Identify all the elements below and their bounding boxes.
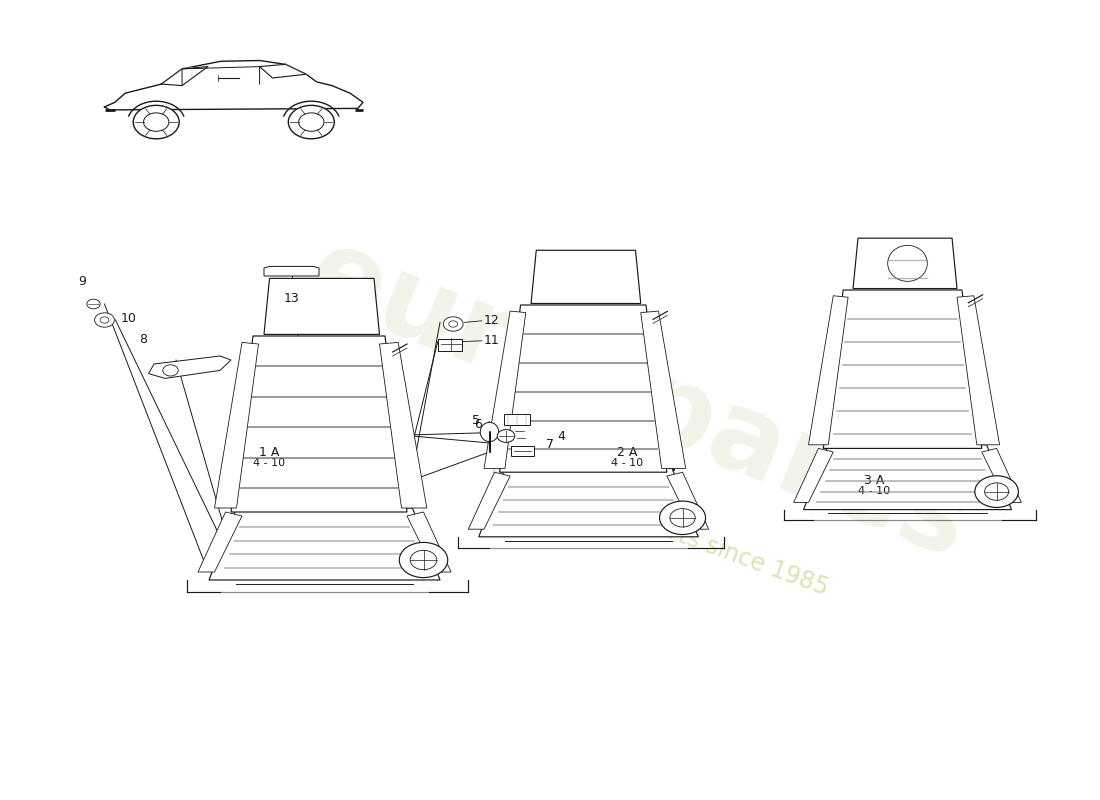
Ellipse shape [888,246,927,282]
Polygon shape [162,66,208,86]
Text: 10: 10 [121,312,136,325]
Circle shape [288,106,334,139]
Polygon shape [484,311,526,469]
Polygon shape [478,469,698,537]
Polygon shape [231,336,407,512]
Text: a passion for parts since 1985: a passion for parts since 1985 [488,456,832,600]
Circle shape [299,113,323,131]
Polygon shape [499,305,667,472]
Circle shape [975,476,1019,507]
Polygon shape [531,250,640,303]
Polygon shape [264,278,380,334]
Polygon shape [481,422,498,442]
Circle shape [497,430,515,442]
Polygon shape [531,250,640,303]
Text: 6: 6 [474,418,483,430]
Text: 4 - 10: 4 - 10 [858,486,891,496]
Polygon shape [957,296,1000,445]
Polygon shape [667,472,708,530]
Polygon shape [231,336,407,512]
Circle shape [410,550,437,570]
Circle shape [163,365,178,376]
Polygon shape [854,238,957,289]
Text: eurospares: eurospares [293,218,983,582]
Polygon shape [803,445,1012,510]
Polygon shape [823,290,981,448]
Circle shape [443,317,463,331]
Text: 4: 4 [557,430,565,442]
Polygon shape [982,448,1021,502]
Circle shape [95,313,114,327]
Circle shape [984,483,1009,500]
Circle shape [87,299,100,309]
Polygon shape [264,278,380,334]
Circle shape [670,509,695,527]
Text: 11: 11 [484,334,499,347]
Polygon shape [104,61,363,110]
Text: 3 A: 3 A [865,474,884,487]
Text: 5: 5 [472,414,481,426]
Polygon shape [260,64,306,78]
Polygon shape [478,469,698,537]
Circle shape [399,542,448,578]
Text: 12: 12 [484,314,499,327]
Polygon shape [148,356,231,378]
Polygon shape [209,508,440,580]
Polygon shape [214,342,258,508]
Bar [504,414,530,425]
Bar [512,446,534,456]
Polygon shape [499,305,667,472]
Circle shape [449,321,458,327]
Polygon shape [198,512,242,572]
Text: 13: 13 [284,292,299,305]
Bar [438,339,462,351]
Circle shape [144,113,168,131]
Polygon shape [469,472,510,530]
Text: 9: 9 [78,275,87,288]
Circle shape [133,106,179,139]
Circle shape [100,317,109,323]
Polygon shape [407,512,451,572]
Polygon shape [264,266,319,276]
Text: 1 A: 1 A [260,446,279,459]
Text: 8: 8 [139,334,147,346]
Polygon shape [640,311,685,469]
Text: 7: 7 [546,438,554,450]
Polygon shape [793,448,833,502]
Text: 4 - 10: 4 - 10 [253,458,286,468]
Polygon shape [379,342,427,508]
Circle shape [660,501,705,534]
Polygon shape [209,508,440,580]
Polygon shape [808,296,848,445]
Text: 2 A: 2 A [617,446,637,459]
Text: 4 - 10: 4 - 10 [610,458,643,468]
